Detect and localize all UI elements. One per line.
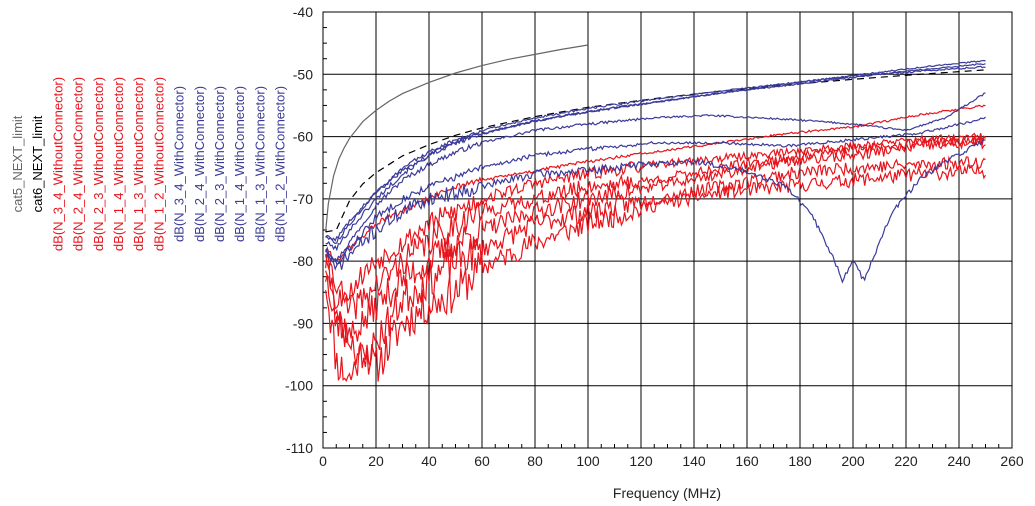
x-tick-label: 80 (527, 453, 543, 469)
legend-entry: dB(N_1_2_WithConnector) (273, 86, 288, 242)
legend-entry: dB(N_1_3_WithoutConnector) (131, 77, 146, 251)
x-tick-label: 100 (576, 453, 600, 469)
x-tick-label: 120 (629, 453, 653, 469)
x-tick-label: 40 (421, 453, 437, 469)
legend-entry: dB(N_1_4_WithConnector) (232, 86, 247, 242)
x-tick-label: 260 (1000, 453, 1024, 469)
y-tick-label: -50 (293, 66, 313, 82)
y-tick-label: -40 (293, 4, 313, 20)
legend-entry: dB(N_2_3_WithoutConnector) (91, 77, 106, 251)
y-axis-ticks: -40 -50 -60 -70 -80 -90 -100 -110 (285, 4, 313, 456)
series-line-db-n-1-2-withoutconnector- (325, 104, 986, 262)
series-line-db-n-3-4-withoutconnector- (325, 164, 987, 383)
series-line-db-n-2-3-withconnector- (325, 92, 986, 263)
x-tick-label: 20 (368, 453, 384, 469)
y-tick-label: -100 (285, 378, 313, 394)
legend: cat5_NEXT_limit cat6_NEXT_limit dB(N_3_4_W… (10, 77, 288, 251)
x-tick-label: 160 (735, 453, 759, 469)
x-tick-label: 200 (841, 453, 865, 469)
x-tick-label: 180 (788, 453, 812, 469)
x-axis-title: Frequency (MHz) (613, 485, 721, 501)
x-tick-label: 60 (474, 453, 490, 469)
y-tick-label: -70 (293, 191, 313, 207)
legend-entry: dB(N_2_3_WithConnector) (212, 86, 227, 242)
x-tick-label: 0 (319, 453, 327, 469)
legend-entry: dB(N_1_2_WithoutConnector) (151, 77, 166, 251)
series-line-db-n-2-4-withoutconnector- (325, 155, 986, 367)
series-line-db-n-1-2-withconnector- (325, 59, 986, 242)
series-line-db-n-2-3-withoutconnector- (325, 135, 986, 343)
legend-entry: dB(N_1_4_WithoutConnector) (111, 77, 126, 251)
series-line-db-n-3-4-withconnector- (325, 139, 986, 284)
series-line-cat5-next-limit (325, 44, 589, 232)
series-line-db-n-1-4-withconnector- (325, 65, 986, 252)
series-line-cat6-next-limit (325, 69, 986, 233)
x-tick-label: 220 (894, 453, 918, 469)
legend-entry: dB(N_2_4_WithConnector) (192, 86, 207, 242)
y-tick-label: -90 (293, 315, 313, 331)
x-tick-label: 240 (947, 453, 971, 469)
legend-entry: cat6_NEXT_limit (30, 115, 45, 212)
y-tick-label: -80 (293, 253, 313, 269)
grid (322, 11, 1013, 449)
legend-entry: dB(N_2_4_WithoutConnector) (71, 77, 86, 251)
y-tick-label: -60 (293, 129, 313, 145)
legend-entry: cat5_NEXT_limit (10, 115, 25, 212)
legend-entry: dB(N_1_3_WithConnector) (252, 86, 267, 242)
series-line-db-n-1-3-withconnector- (325, 63, 986, 245)
legend-entry: dB(N_3_4_WithoutConnector) (50, 77, 65, 251)
legend-entry: dB(N_3_4_WithConnector) (172, 86, 187, 242)
x-tick-label: 140 (682, 453, 706, 469)
y-tick-label: -110 (286, 440, 313, 456)
plot-frame (322, 11, 1013, 449)
series-line-db-n-2-4-withconnector- (325, 116, 986, 271)
series-line-db-n-1-3-withoutconnector- (325, 132, 986, 302)
x-axis-ticks: 0 20 40 60 80 100 120 140 160 180 200 220 240 260 (319, 453, 1024, 469)
plot-series (325, 44, 987, 383)
